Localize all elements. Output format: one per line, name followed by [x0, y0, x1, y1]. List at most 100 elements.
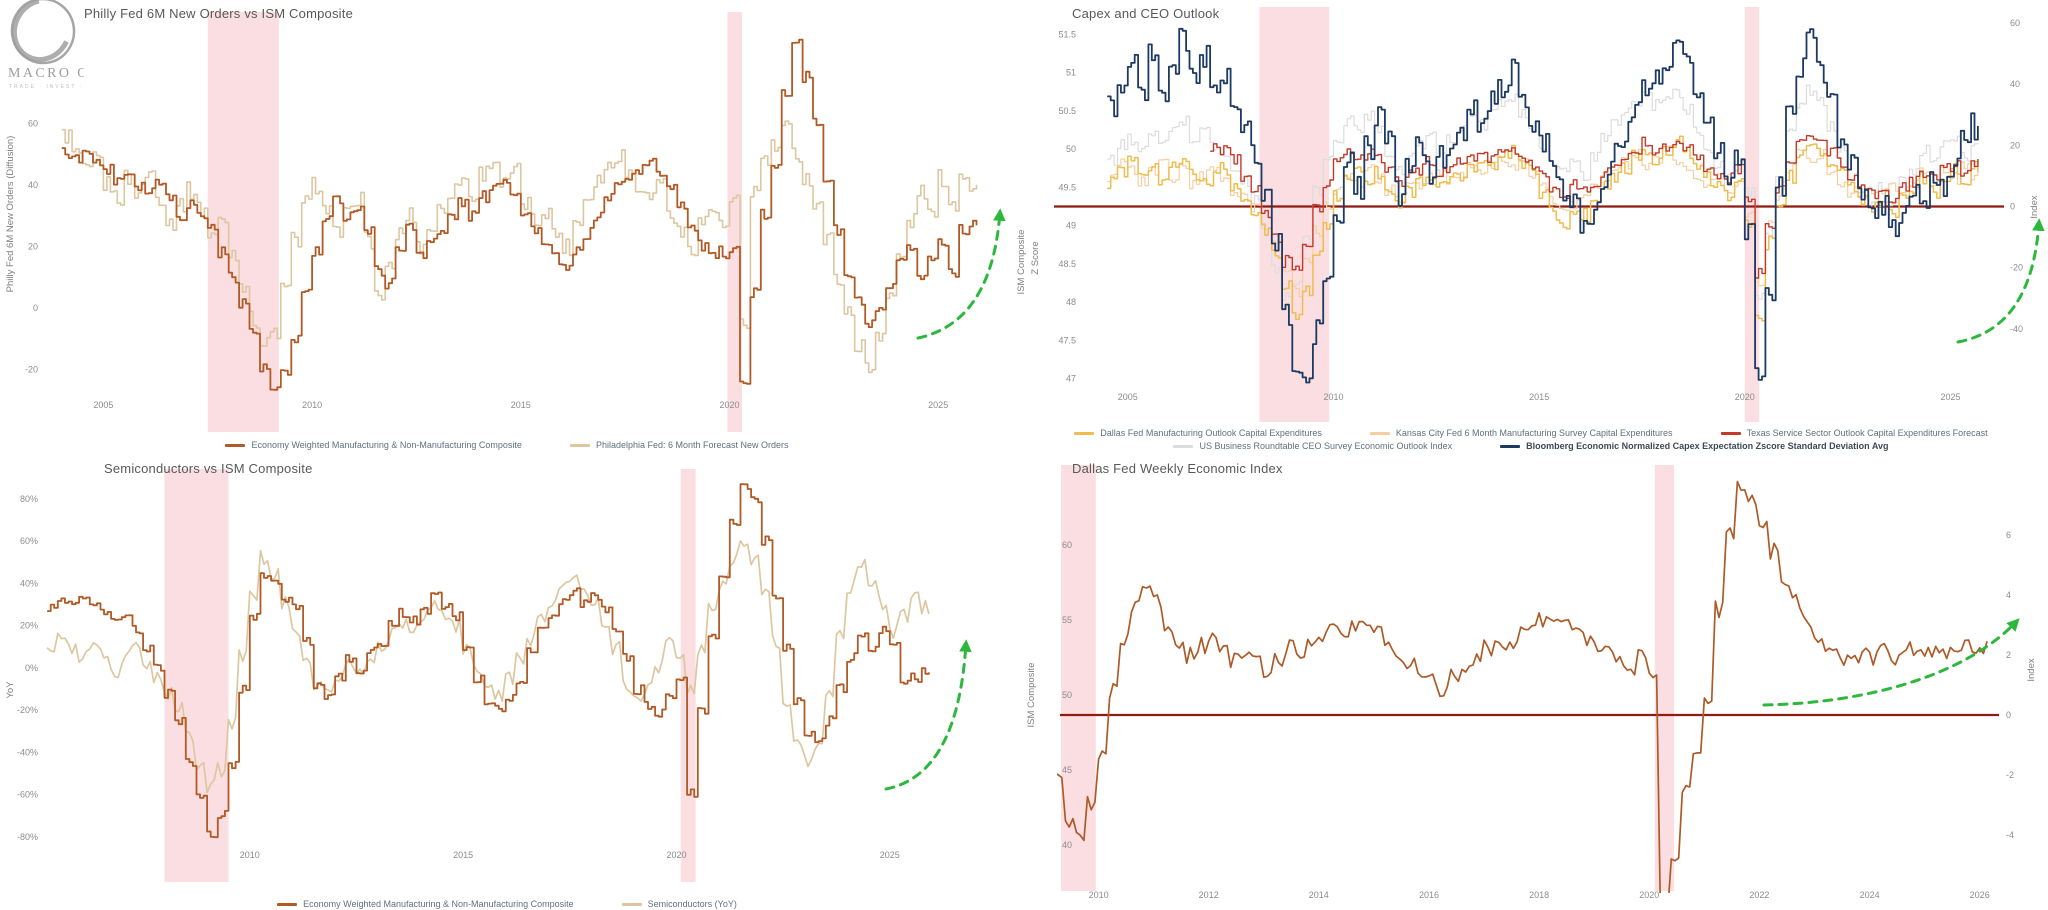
x-tick-label: 2025: [880, 850, 900, 860]
x-tick-label: 2025: [928, 400, 948, 410]
x-tick-label: 2026: [1970, 890, 1990, 900]
recession-band: [1744, 7, 1760, 422]
series-line-0: [61, 120, 978, 374]
y-tick-label: 40: [28, 180, 38, 190]
y-tick-label: -80%: [17, 832, 38, 842]
y-tick-label: 0: [33, 303, 38, 313]
recession-band: [1061, 465, 1096, 891]
y-tick-label: 48.5: [1058, 259, 1076, 269]
x-tick-label: 2005: [93, 400, 113, 410]
y-tick-label: 80%: [20, 494, 38, 504]
y-tick-label: 20: [2010, 140, 2020, 150]
x-tick-label: 2020: [1639, 890, 1659, 900]
trend-arrow-icon: [1762, 618, 2020, 707]
y-tick-label: 50: [1062, 690, 1072, 700]
recession-band: [680, 469, 696, 882]
legend-item: Economy Weighted Manufacturing & Non-Man…: [225, 440, 522, 450]
y-tick-label: 40: [1062, 840, 1072, 850]
y-tick-label: -2: [2006, 770, 2014, 780]
capex-ceo-outlook-plot-area: 2005 2010 2015 2020 2025 51.5 51 50.5 50 49.5 49 48…: [1016, 7, 2045, 422]
x-tick-label: 2010: [240, 850, 260, 860]
y-tick-label: 47.5: [1058, 335, 1076, 345]
legend-row: Economy Weighted Manufacturing & Non-Man…: [277, 899, 737, 909]
legend-label: Semiconductors (YoY): [647, 899, 737, 909]
y-tick-label: 60: [28, 118, 38, 128]
x-tick-label: 2016: [1419, 890, 1439, 900]
recession-band: [1654, 465, 1675, 891]
y-tick-label: 40: [2010, 79, 2020, 89]
y-tick-label: -20: [2010, 263, 2023, 273]
x-tick-label: 2015: [1529, 392, 1549, 402]
x-tick-label: 2010: [302, 400, 322, 410]
legend-label: Economy Weighted Manufacturing & Non-Man…: [303, 899, 574, 909]
y-tick-label: 60: [2010, 18, 2020, 28]
legend-swatch-icon: [277, 902, 298, 906]
y-tick-label: 40%: [20, 578, 38, 588]
legend-label: Texas Service Sector Outlook Capital Exp…: [1746, 428, 1988, 438]
legend-swatch-icon: [1173, 444, 1194, 448]
legend-swatch-icon: [1074, 431, 1095, 435]
axis-label: Index: [2029, 195, 2040, 218]
y-tick-label: 50.5: [1058, 106, 1076, 116]
x-tick-label: 2022: [1749, 890, 1769, 900]
recession-band: [727, 12, 742, 432]
legend-item: Dallas Fed Manufacturing Outlook Capital…: [1074, 428, 1322, 438]
y-tick-label: 45: [1062, 765, 1072, 775]
chart-dallas-fed-wei: Dallas Fed Weekly Economic Index 2010 201…: [1014, 455, 2048, 910]
chart-title: Capex and CEO Outlook: [1072, 6, 1220, 21]
x-tick-label: 2015: [453, 850, 473, 860]
trend-arrow-icon: [884, 639, 972, 791]
legend-swatch-icon: [1500, 444, 1521, 448]
x-tick-label: 2020: [666, 850, 686, 860]
x-tick-label: 2024: [1860, 890, 1880, 900]
legend: Dallas Fed Manufacturing Outlook Capital…: [1014, 428, 2048, 451]
legend: Economy Weighted Manufacturing & Non-Man…: [0, 440, 1014, 450]
x-tick-label: 2025: [1940, 392, 1960, 402]
legend-item: Texas Service Sector Outlook Capital Exp…: [1720, 428, 1988, 438]
legend: Economy Weighted Manufacturing & Non-Man…: [0, 899, 1014, 909]
y-tick-label: -20%: [17, 705, 38, 715]
series-line-1: [47, 483, 930, 839]
x-tick-label: 2020: [719, 400, 739, 410]
y-tick-label: 20%: [20, 621, 38, 631]
y-tick-label: 20: [28, 241, 38, 251]
chart-philly-fed-vs-ism: Philly Fed 6M New Orders vs ISM Composit…: [0, 0, 1014, 455]
axis-label: ISM Composite: [1026, 663, 1037, 728]
y-tick-label: 49.5: [1058, 182, 1076, 192]
y-tick-label: 55: [1062, 615, 1072, 625]
legend-label: Bloomberg Economic Normalized Capex Expe…: [1526, 441, 1889, 451]
chart-title: Semiconductors vs ISM Composite: [104, 461, 313, 476]
semis-vs-ism-plot-area: 2010 2015 2020 2025 80% 60% 40% 20% 0% -20% -40% -6…: [5, 469, 972, 882]
y-tick-label: 49: [1066, 221, 1076, 231]
x-tick-label: 2020: [1735, 392, 1755, 402]
y-tick-label: 6: [2006, 530, 2011, 540]
y-tick-label: 60%: [20, 536, 38, 546]
recession-band: [207, 12, 279, 432]
axis-label: Z Score: [1030, 241, 1041, 274]
axis-label: ISM Composite: [1016, 230, 1027, 295]
y-tick-label: -40%: [17, 747, 38, 757]
legend-row: Dallas Fed Manufacturing Outlook Capital…: [1074, 428, 1988, 438]
legend-item: Philadelphia Fed: 6 Month Forecast New O…: [569, 440, 789, 450]
chart-title: Dallas Fed Weekly Economic Index: [1072, 461, 1283, 476]
y-tick-label: 2: [2006, 650, 2011, 660]
y-tick-label: -60%: [17, 790, 38, 800]
series-line-2: [1107, 135, 1979, 322]
legend-item: Kansas City Fed 6 Month Manufacturing Su…: [1369, 428, 1673, 438]
legend-item: Semiconductors (YoY): [621, 899, 737, 909]
chart-semis-vs-ism: Semiconductors vs ISM Composite 2010 2015…: [0, 455, 1014, 910]
axis-label: Philly Fed 6M New Orders (Diffusion): [5, 136, 16, 293]
legend-label: Economy Weighted Manufacturing & Non-Man…: [251, 440, 522, 450]
legend-swatch-icon: [569, 443, 590, 447]
x-tick-label: 2015: [511, 400, 531, 410]
axis-label: YoY: [5, 681, 16, 699]
legend-swatch-icon: [621, 902, 642, 906]
dallas-fed-wei-plot-area: 2010 2012 2014 2016 2018 2020 2022 2024 20266055…: [1026, 465, 2037, 900]
y-tick-label: 47: [1066, 374, 1076, 384]
legend-swatch-icon: [1369, 431, 1390, 435]
x-tick-label: 2010: [1089, 890, 1109, 900]
y-tick-label: 51.5: [1058, 30, 1076, 40]
x-tick-label: 2018: [1529, 890, 1549, 900]
legend-item: Economy Weighted Manufacturing & Non-Man…: [277, 899, 574, 909]
